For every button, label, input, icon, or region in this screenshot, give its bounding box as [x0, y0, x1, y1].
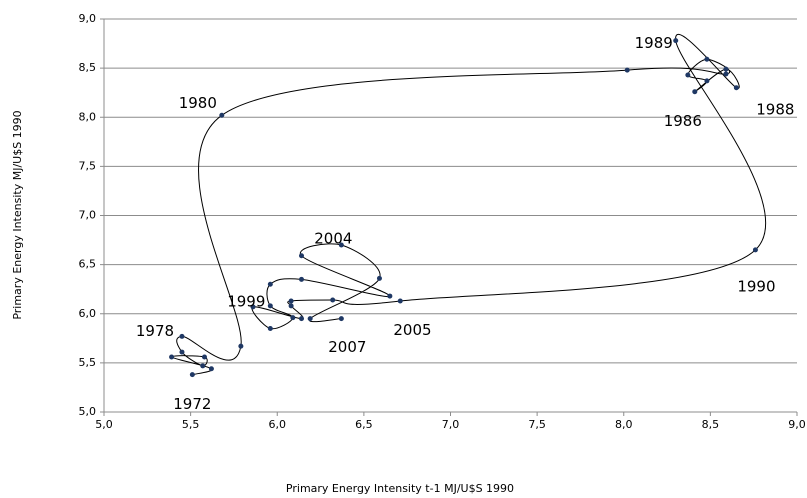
y-tick-label: 5,0	[79, 405, 97, 418]
y-tick-label: 8,0	[79, 110, 97, 123]
data-point	[238, 343, 244, 349]
data-point	[299, 316, 305, 322]
x-tick-label: 5,0	[95, 418, 113, 431]
data-point	[299, 276, 305, 282]
point-label: 1999	[227, 292, 265, 310]
data-point	[267, 281, 273, 287]
data-point	[330, 297, 336, 303]
x-axis-title: Primary Energy Intensity t-1 MJ/U$S 1990	[286, 482, 514, 495]
trajectory-line	[171, 33, 767, 376]
data-point	[685, 72, 691, 78]
data-point	[219, 112, 225, 118]
x-tick-label: 6,5	[355, 418, 373, 431]
point-label: 1972	[173, 395, 211, 413]
data-point	[179, 333, 185, 339]
data-point	[189, 372, 195, 378]
data-point	[200, 363, 206, 369]
y-tick-label: 7,0	[79, 209, 97, 222]
data-point	[673, 38, 679, 44]
data-point	[267, 303, 273, 309]
data-point	[288, 303, 294, 309]
point-label: 1986	[664, 112, 702, 130]
point-label: 1988	[756, 100, 794, 118]
data-point	[201, 354, 207, 360]
data-point	[338, 242, 344, 248]
data-point	[208, 366, 214, 372]
data-point	[307, 316, 313, 322]
point-label: 1978	[136, 322, 174, 340]
data-point	[692, 89, 698, 95]
y-tick-label: 5,5	[79, 356, 97, 369]
data-point	[733, 85, 739, 91]
y-tick-label: 6,0	[79, 307, 97, 320]
data-point	[299, 253, 305, 259]
point-label: 2004	[314, 229, 352, 247]
data-point	[179, 349, 185, 355]
data-point	[752, 247, 758, 253]
data-point	[290, 315, 296, 321]
x-tick-label: 7,5	[528, 418, 546, 431]
data-point	[338, 316, 344, 322]
point-label: 1989	[635, 34, 673, 52]
data-point	[376, 275, 382, 281]
data-point	[250, 304, 256, 310]
data-point	[397, 298, 403, 304]
y-tick-label: 6,5	[79, 258, 97, 271]
data-point	[624, 67, 630, 73]
point-label: 2005	[393, 321, 431, 339]
data-point	[169, 354, 175, 360]
x-tick-label: 5,5	[182, 418, 200, 431]
y-tick-label: 8,5	[79, 61, 97, 74]
point-label: 1990	[737, 277, 775, 295]
data-point	[267, 325, 273, 331]
x-tick-label: 8,0	[615, 418, 633, 431]
data-point	[387, 293, 393, 299]
y-axis-title: Primary Energy Intensity MJ/U$S 1990	[11, 110, 24, 319]
y-tick-label: 7,5	[79, 159, 97, 172]
data-point	[723, 71, 729, 77]
x-tick-label: 7,0	[442, 418, 460, 431]
x-tick-label: 8,5	[702, 418, 720, 431]
data-point	[723, 66, 729, 72]
x-tick-label: 6,0	[269, 418, 287, 431]
data-point	[704, 78, 710, 84]
point-label: 2007	[328, 338, 366, 356]
y-tick-label: 9,0	[79, 12, 97, 25]
point-label: 1980	[179, 94, 217, 112]
data-point	[704, 56, 710, 62]
data-point	[288, 298, 294, 304]
x-tick-label: 9,0	[788, 418, 806, 431]
